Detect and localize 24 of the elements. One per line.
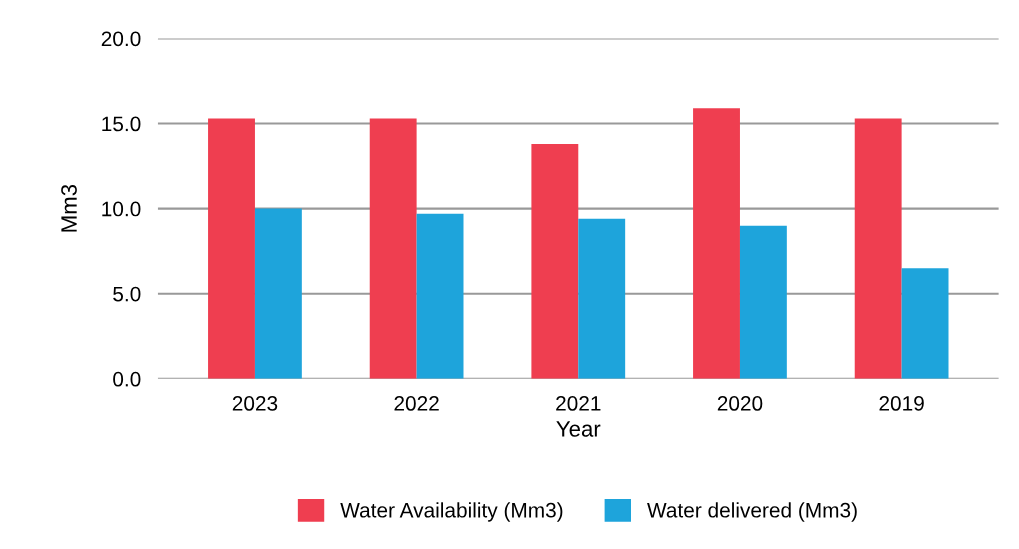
x-tick-label: 2023 (232, 396, 278, 411)
bar (739, 225, 787, 379)
bar (854, 118, 902, 379)
bar (531, 143, 579, 379)
bar (693, 108, 740, 379)
bar (254, 208, 302, 379)
bar (416, 213, 464, 379)
bar (369, 118, 417, 379)
y-tick-label: 0.0 (113, 371, 141, 387)
bar (578, 218, 626, 379)
x-tick-label: 2022 (394, 396, 439, 411)
legend-label: Water Availability (Mm3) (340, 502, 563, 522)
y-tick-label: 20.0 (101, 31, 141, 47)
legend-label: Water delivered (Mm3) (647, 502, 857, 522)
y-axis-title: Mm3 (61, 184, 77, 232)
x-tick-label: 2021 (556, 396, 601, 411)
x-tick-label: 2019 (879, 396, 924, 411)
bar (901, 268, 949, 379)
bar (208, 118, 255, 379)
y-tick-label: 15.0 (102, 116, 141, 132)
y-tick-label: 5.0 (113, 286, 141, 302)
y-tick-label: 10.0 (102, 201, 141, 217)
x-tick-label: 2020 (717, 396, 763, 411)
x-axis-title: Year (556, 421, 601, 437)
